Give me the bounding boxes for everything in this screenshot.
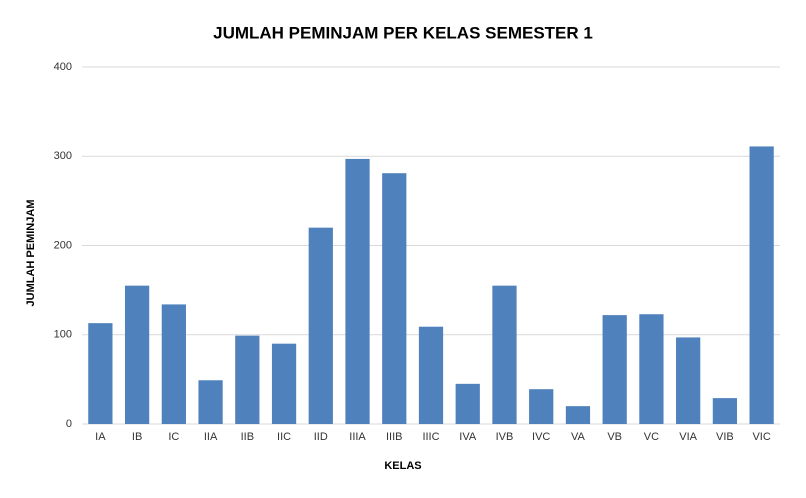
bar — [639, 314, 664, 424]
bar — [529, 389, 554, 424]
x-tick-label: VA — [571, 431, 586, 443]
bar — [382, 173, 407, 424]
x-tick-label: IB — [132, 431, 142, 443]
bar — [124, 285, 150, 424]
x-tick-label: IVB — [496, 431, 514, 443]
x-tick-label: IIC — [277, 431, 291, 443]
bar — [676, 337, 701, 424]
x-tick-label: IC — [168, 431, 179, 443]
x-tick-label: VIB — [716, 431, 734, 443]
bar — [235, 335, 260, 424]
bar — [418, 326, 444, 424]
x-tick-label: IIA — [204, 431, 218, 443]
bar — [492, 285, 517, 424]
bar — [345, 158, 370, 425]
bar — [88, 323, 113, 424]
x-tick-label: VIA — [679, 431, 697, 443]
y-tick-label: 200 — [54, 239, 72, 251]
x-tick-label: VC — [644, 431, 659, 443]
x-tick-label: IID — [314, 431, 328, 443]
x-tick-label: IIIA — [349, 431, 366, 443]
bar — [308, 227, 333, 424]
x-tick-label: IA — [95, 431, 106, 443]
x-tick-label: IVA — [459, 431, 477, 443]
x-tick-label: VB — [607, 431, 622, 443]
y-tick-label: 300 — [54, 150, 72, 162]
y-tick-label: 400 — [54, 61, 72, 73]
bar — [712, 398, 738, 424]
x-tick-label: IIIB — [386, 431, 403, 443]
x-tick-label: VIC — [752, 431, 770, 443]
x-tick-label: IIIC — [422, 431, 439, 443]
bar — [455, 383, 480, 424]
bar — [161, 304, 186, 424]
bar — [198, 380, 223, 424]
y-tick-label: 100 — [54, 329, 72, 341]
bar — [565, 406, 591, 424]
bar — [749, 146, 774, 424]
y-axis-title: JUMLAH PEMINJAM — [25, 200, 37, 307]
x-tick-label: IVC — [532, 431, 550, 443]
chart-title: JUMLAH PEMINJAM PER KELAS SEMESTER 1 — [213, 23, 593, 42]
bar — [602, 315, 627, 424]
y-tick-label: 0 — [66, 418, 72, 430]
bar — [271, 343, 297, 424]
x-tick-label: IIB — [241, 431, 254, 443]
x-axis-title: KELAS — [384, 460, 421, 472]
